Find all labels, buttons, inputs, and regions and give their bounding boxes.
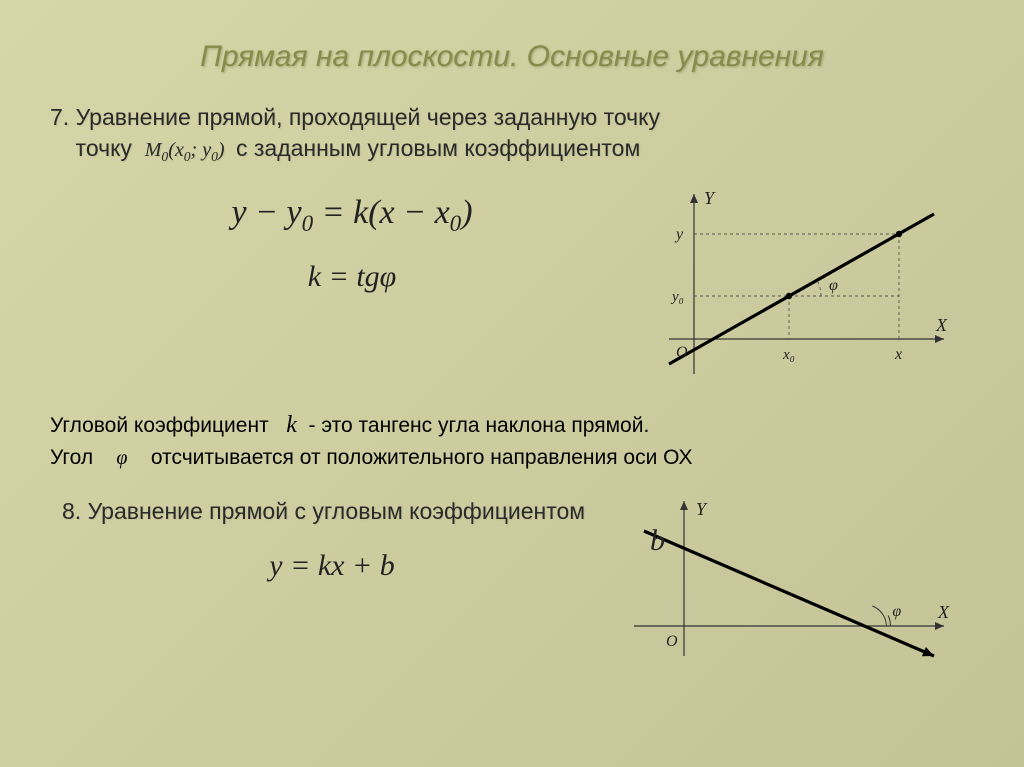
section-8-number: 8. [62, 498, 81, 524]
svg-text:X: X [935, 315, 948, 335]
section-8-text: Уравнение прямой с угловым коэффициентом [88, 498, 586, 524]
row-section8-graph2: 8. Уравнение прямой с угловым коэффициен… [50, 496, 974, 666]
exp-line1-a: Угловой коэффициент [50, 414, 269, 437]
section-7-heading: 7. Уравнение прямой, проходящей через за… [50, 102, 974, 166]
svg-text:Y: Y [704, 188, 716, 208]
slide: Прямая на плоскости. Основные уравнения … [0, 0, 1024, 767]
svg-text:x: x [894, 346, 902, 363]
equation-k-tangent: k = tgφ [50, 260, 654, 294]
equation-block-7: y − y0 = k(x − x0) k = tgφ [50, 184, 654, 389]
svg-text:Y: Y [696, 499, 708, 519]
svg-text:O: O [676, 344, 688, 361]
section-8-block: 8. Уравнение прямой с угловым коэффициен… [50, 496, 614, 583]
section-7-text-a: Уравнение прямой, проходящей через задан… [76, 104, 660, 130]
slide-title: Прямая на плоскости. Основные уравнения [50, 40, 974, 74]
svg-text:y₀: y₀ [670, 289, 684, 305]
section-7-number: 7. [50, 104, 69, 130]
explanation-block: Угловой коэффициент k - это тангенс угла… [50, 409, 974, 472]
section-7-text-b: с заданным угловым коэффициентом [236, 135, 640, 161]
svg-text:φ: φ [829, 277, 838, 294]
exp-phi-var: φ [116, 447, 127, 469]
equation-slope-intercept: y = kx + b [50, 549, 614, 583]
graph-1: O X Yy₀ y x₀ x φ [654, 184, 974, 389]
row-equations-graph1: y − y0 = k(x − x0) k = tgφ O X Yy₀ y x₀ x φ [50, 184, 974, 389]
svg-text:x₀: x₀ [782, 347, 795, 363]
svg-text:b: b [650, 525, 665, 558]
equation-point-slope: y − y0 = k(x − x0) [50, 194, 654, 238]
svg-text:X: X [937, 602, 950, 622]
exp-k-var: k [286, 412, 297, 438]
exp-line2-b: отсчитывается от положительного направле… [151, 446, 693, 469]
section-8-heading: 8. Уравнение прямой с угловым коэффициен… [50, 496, 614, 527]
svg-text:O: O [666, 633, 678, 650]
point-m0: M0(x0; y0) [145, 139, 230, 161]
svg-text:φ: φ [892, 603, 901, 620]
exp-line2-a: Угол [50, 446, 93, 469]
graph-2: φ O X Yb [614, 496, 974, 666]
svg-text:y: y [674, 226, 684, 243]
exp-line1-b: - это тангенс угла наклона прямой. [309, 414, 650, 437]
